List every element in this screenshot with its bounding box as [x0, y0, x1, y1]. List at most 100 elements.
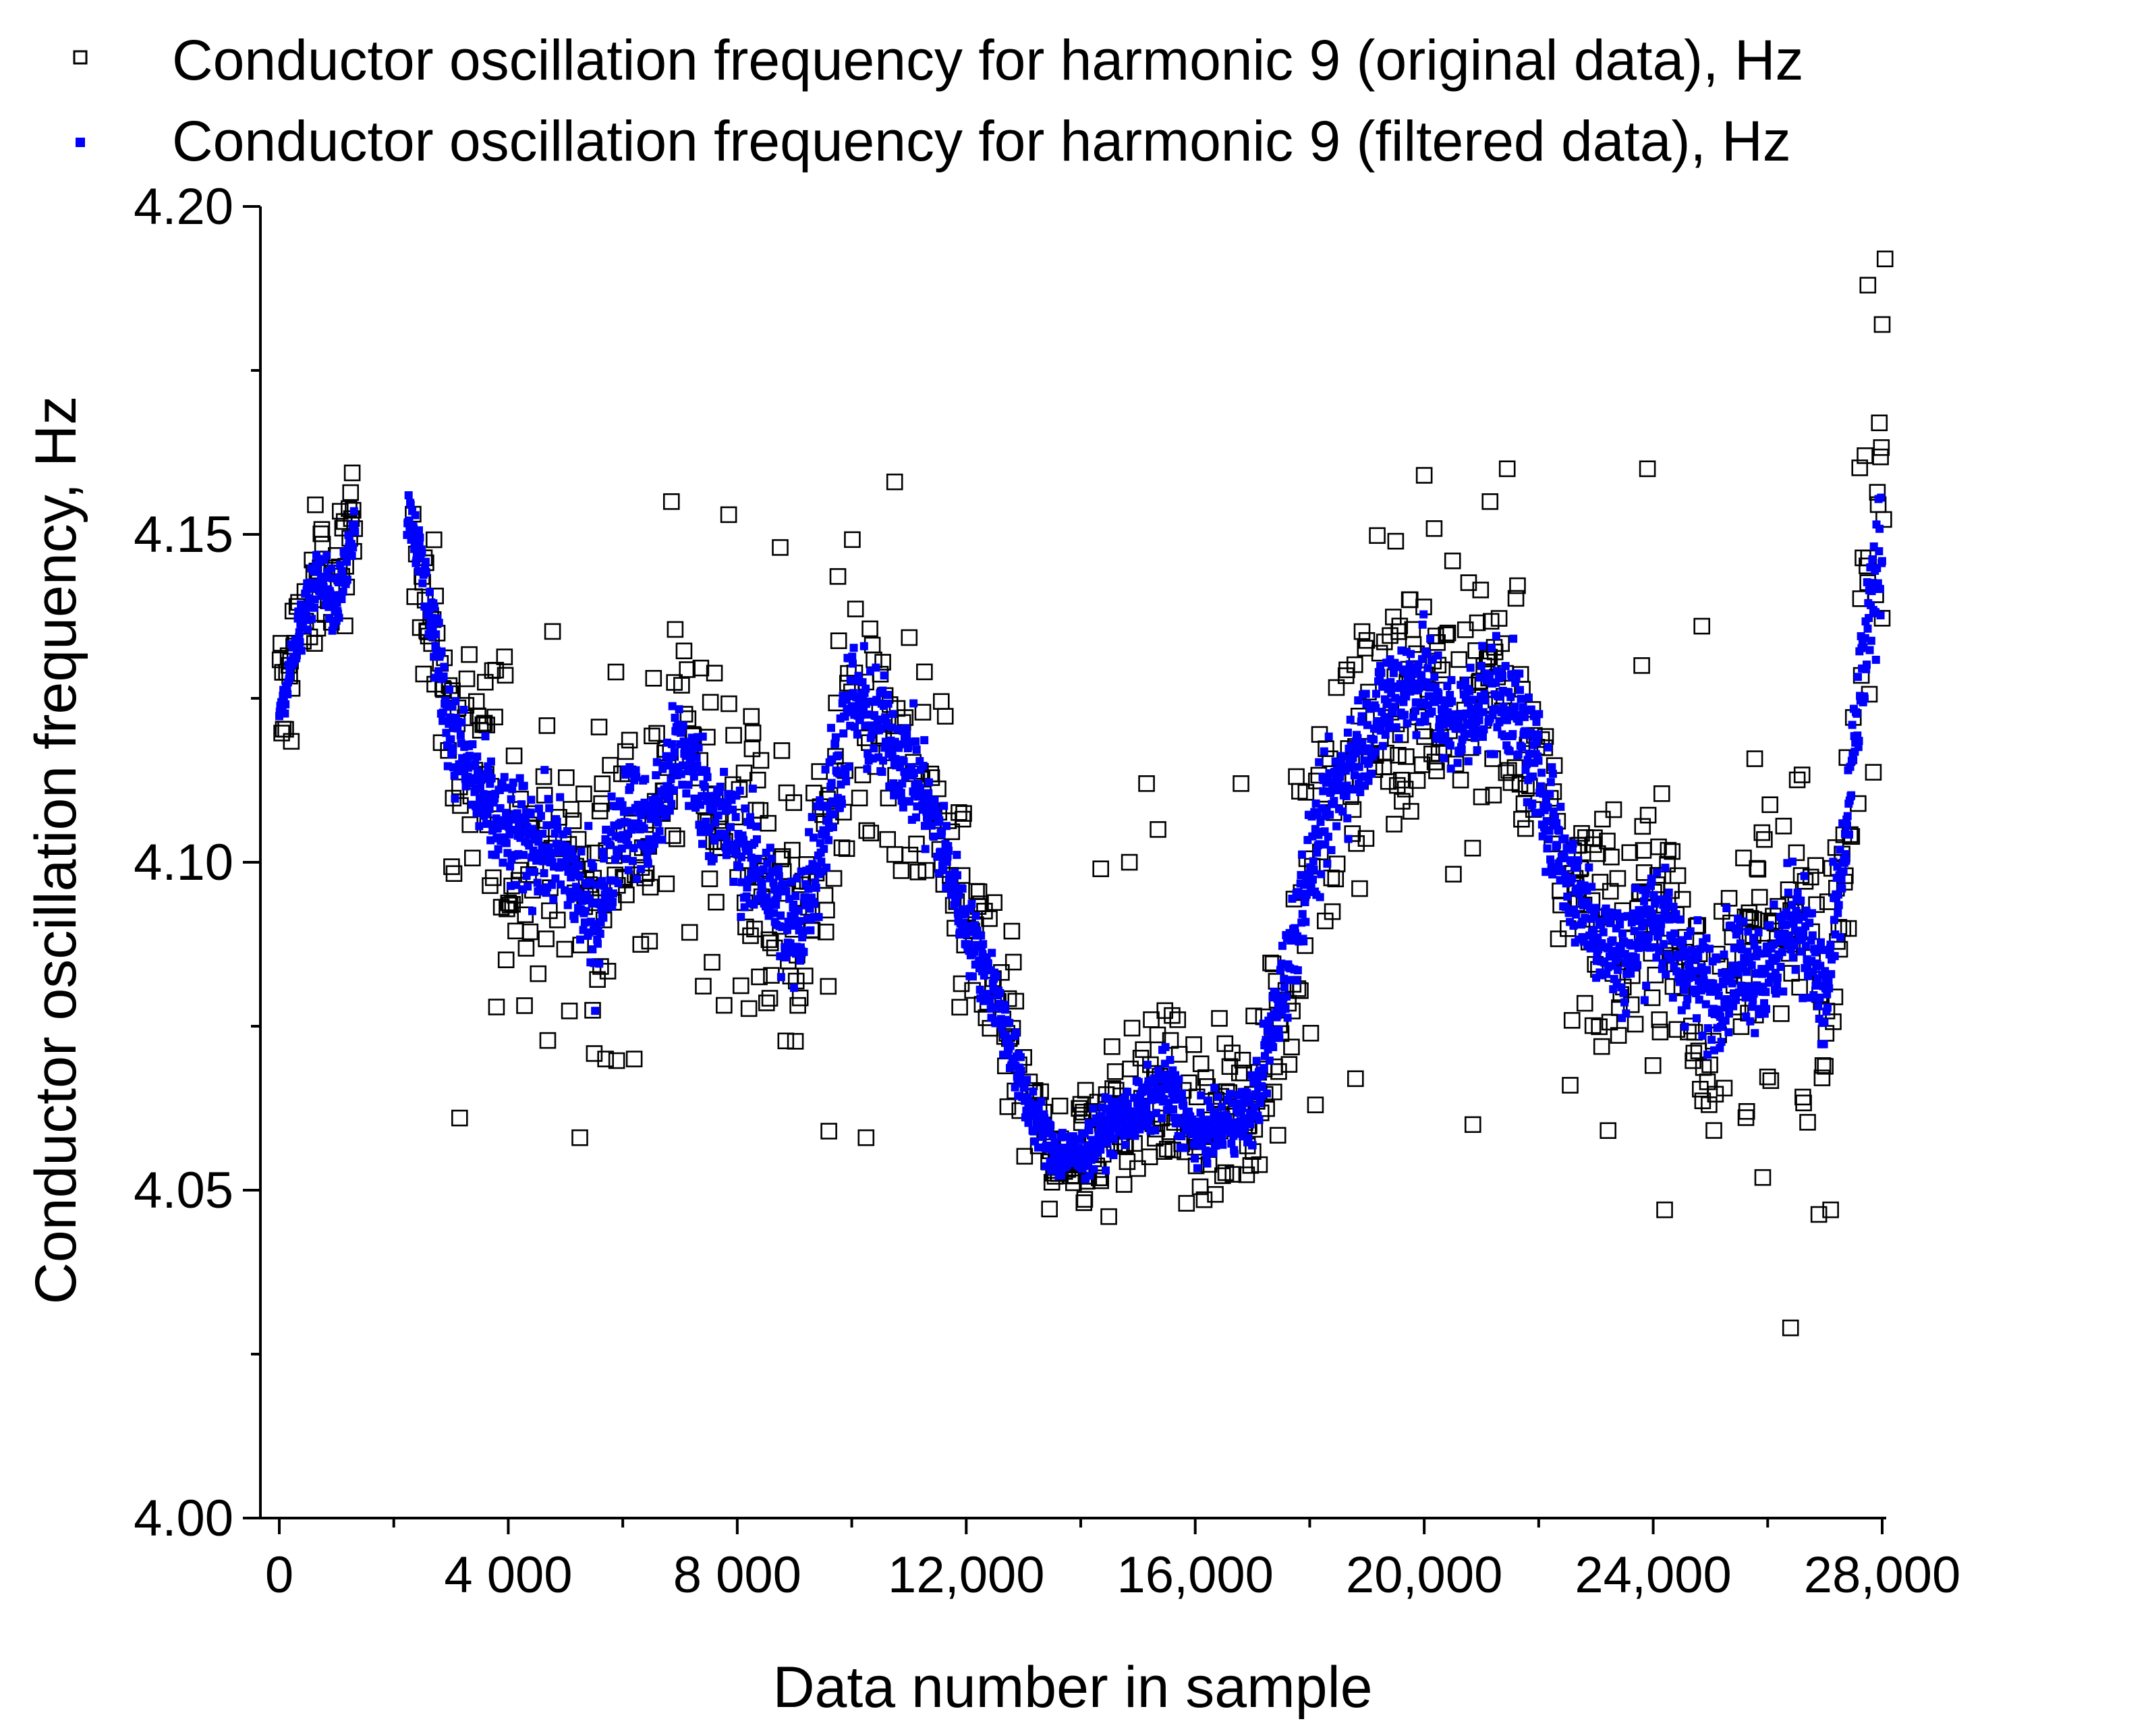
original-data-point: [1207, 1185, 1224, 1203]
filtered-data-point: [302, 609, 310, 617]
filtered-data-point: [1747, 961, 1756, 970]
filtered-data-point: [1811, 981, 1820, 990]
filtered-data-point: [774, 865, 783, 874]
original-data-point: [791, 989, 809, 1007]
original-data-point: [1245, 1007, 1262, 1025]
original-data-point: [648, 725, 665, 742]
filtered-data-point: [570, 915, 579, 924]
original-data-point: [1749, 861, 1767, 878]
filtered-data-point: [1485, 671, 1494, 679]
filtered-data-point: [445, 685, 454, 694]
original-data-point: [1669, 867, 1687, 885]
filtered-data-point: [1255, 1116, 1264, 1125]
original-data-point: [1639, 806, 1657, 824]
filtered-data-point: [1722, 904, 1731, 913]
x-tick-label: 28,000: [1804, 1546, 1960, 1604]
original-data-point: [725, 727, 742, 744]
filtered-data-point: [774, 872, 783, 880]
filtered-data-point: [878, 767, 886, 776]
filtered-data-point: [1525, 693, 1533, 702]
original-data-point: [497, 667, 514, 684]
original-data-point: [986, 894, 1002, 912]
filtered-data-point: [687, 760, 696, 769]
original-data-point: [740, 1000, 758, 1017]
filtered-data-point: [793, 874, 801, 883]
filtered-data-point: [1855, 737, 1863, 746]
original-data-point: [1586, 829, 1603, 846]
filtered-data-point: [1123, 1100, 1132, 1109]
filtered-data-point: [667, 775, 675, 783]
filtered-data-point: [1800, 872, 1809, 880]
filtered-data-point: [737, 913, 745, 922]
filtered-data-point: [1390, 702, 1398, 711]
original-data-point: [1051, 1097, 1069, 1115]
original-data-point: [744, 724, 762, 741]
original-data-point: [675, 642, 693, 660]
filtered-data-point: [593, 939, 602, 948]
filtered-data-point: [664, 760, 673, 768]
filtered-data-point: [1446, 764, 1455, 773]
filtered-data-point: [814, 913, 823, 922]
x-tick-label: 4 000: [444, 1546, 572, 1604]
filtered-data-point: [1543, 844, 1552, 853]
filtered-data-point: [1465, 687, 1474, 696]
original-data-point: [1387, 532, 1405, 550]
filtered-data-point: [439, 672, 448, 681]
filtered-data-point: [1178, 1089, 1187, 1098]
filtered-data-point: [880, 671, 888, 680]
filtered-data-point: [1023, 1075, 1031, 1084]
filtered-data-point: [902, 724, 911, 733]
filtered-data-point: [1278, 941, 1286, 950]
original-data-point: [586, 1045, 603, 1062]
filtered-data-point: [1784, 889, 1792, 897]
original-data-point: [1498, 764, 1515, 781]
filtered-data-point: [1121, 1140, 1130, 1149]
original-data-point: [1472, 582, 1490, 598]
filtered-data-point: [834, 751, 843, 760]
original-data-point: [1807, 857, 1824, 874]
filtered-data-point: [716, 783, 725, 791]
filtered-data-point: [1495, 718, 1504, 727]
filtered-data-point: [899, 803, 907, 812]
filtered-data-point: [703, 773, 712, 781]
filtered-data-point: [1491, 704, 1500, 713]
filtered-data-point: [1837, 874, 1846, 883]
original-data-point: [1197, 1069, 1214, 1086]
filtered-data-point: [1658, 959, 1667, 968]
filtered-data-point: [1403, 719, 1411, 728]
filtered-data-point: [1863, 624, 1872, 633]
filtered-data-point: [1739, 917, 1748, 926]
filtered-data-point: [1377, 669, 1386, 677]
filtered-data-point: [1568, 839, 1577, 848]
original-data-point: [695, 978, 712, 995]
original-data-point: [844, 531, 861, 549]
original-data-point: [1485, 787, 1502, 804]
filtered-data-point: [406, 500, 415, 509]
original-data-point: [516, 997, 533, 1014]
filtered-data-point: [731, 812, 740, 821]
filtered-data-point: [1110, 1135, 1119, 1144]
original-data-point: [805, 785, 822, 802]
original-data-point: [1701, 1096, 1718, 1113]
original-data-point: [1875, 511, 1892, 528]
filtered-data-point: [1265, 1056, 1274, 1065]
filtered-data-point: [1142, 1103, 1151, 1112]
filtered-data-point: [1265, 1019, 1274, 1028]
filtered-data-point: [1284, 976, 1293, 984]
filtered-data-point: [349, 543, 358, 552]
original-data-point: [1498, 460, 1516, 478]
filtered-data-point: [1426, 634, 1435, 643]
filtered-data-point: [854, 671, 863, 680]
filtered-data-point: [1309, 865, 1318, 874]
filtered-data-point: [1363, 721, 1371, 729]
filtered-data-point: [682, 789, 691, 798]
original-data-point: [1603, 848, 1620, 866]
filtered-data-point: [1479, 733, 1488, 741]
filtered-data-point: [944, 846, 953, 855]
filtered-data-point: [286, 672, 295, 681]
original-data-point: [618, 887, 635, 903]
filtered-data-point: [1090, 1165, 1098, 1173]
filtered-data-point: [1197, 1091, 1206, 1100]
filtered-data-point: [685, 802, 694, 810]
original-data-point: [1685, 1044, 1703, 1062]
